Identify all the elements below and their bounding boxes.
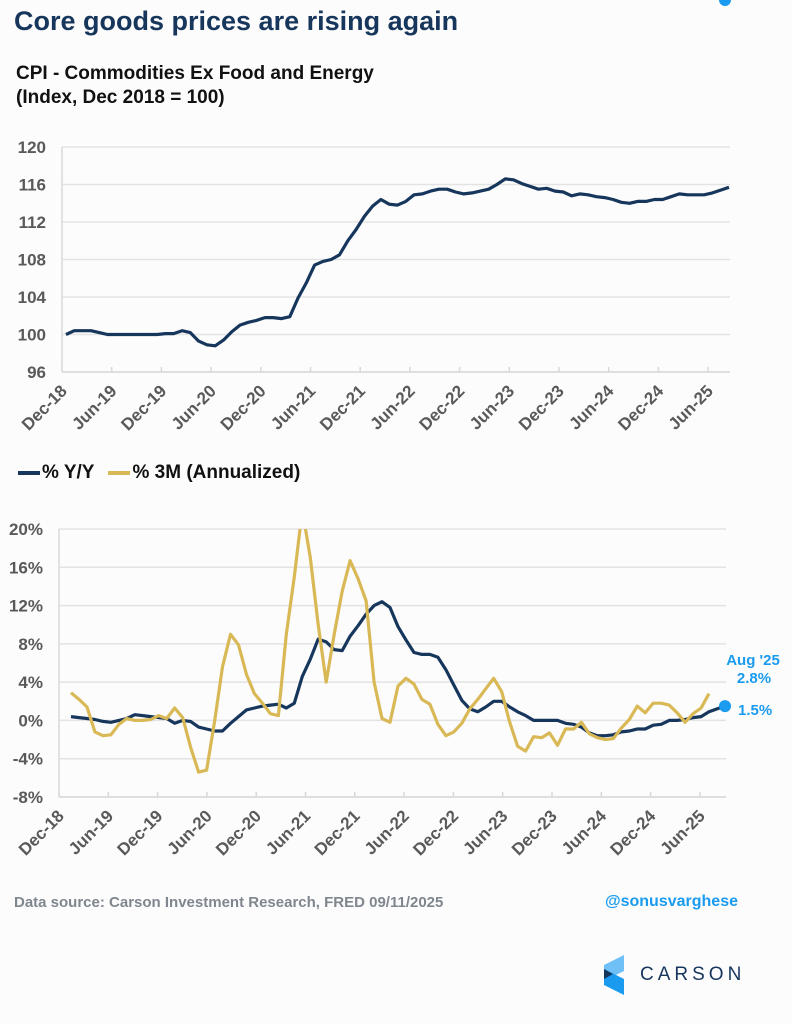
x-tick-label: Dec-22 [416, 381, 469, 434]
x-tick-label: Dec-24 [614, 381, 667, 434]
y-tick-label: 12% [9, 597, 43, 616]
x-tick-label: Jun-23 [459, 806, 511, 858]
y-tick-label: 108 [18, 251, 46, 270]
x-tick-label: Dec-20 [217, 381, 270, 434]
y-tick-label: 4% [18, 673, 43, 692]
x-tick-label: Jun-22 [361, 806, 413, 858]
series-line-cpi-core-goods-index [65, 177, 730, 348]
x-tick-label: Dec-19 [117, 381, 170, 434]
annotation-3m-value: 2.8% [737, 670, 771, 687]
y-tick-label: 104 [18, 288, 47, 307]
carson-logo-icon [604, 955, 624, 995]
subtitle-line-1: CPI - Commodities Ex Food and Energy [16, 63, 374, 84]
legend-item-3m: % 3M (Annualized) [108, 462, 300, 484]
page-title: Core goods prices are rising again [14, 6, 459, 36]
author-handle-link[interactable]: @sonusvarghese [605, 893, 738, 910]
chart-legend: % Y/Y % 3M (Annualized) [18, 462, 300, 484]
x-tick-label: Dec-22 [409, 806, 462, 859]
x-tick-label: Jun-19 [65, 806, 117, 858]
x-tick-label: Dec-21 [311, 806, 364, 859]
y-tick-label: 8% [18, 635, 43, 654]
x-tick-label: Jun-25 [657, 806, 709, 858]
annotation-yy-value: 1.5% [738, 702, 772, 719]
grid-lines [59, 528, 726, 798]
x-tick-label: Dec-23 [515, 381, 568, 434]
carson-logo-text: CARSON [640, 964, 746, 985]
x-tick-label: Jun-21 [262, 806, 314, 858]
x-tick-label: Jun-21 [267, 381, 319, 433]
endpoint-marker-yy [719, 700, 731, 713]
legend-label-3m: % 3M (Annualized) [132, 462, 301, 483]
data-source-note: Data source: Carson Investment Research,… [14, 894, 444, 911]
x-tick-label: Dec-21 [316, 381, 369, 434]
y-tick-label: -4% [13, 750, 43, 769]
x-tick-label: Dec-18 [18, 381, 71, 434]
y-tick-label: 120 [18, 138, 46, 157]
legend-swatch-3m [108, 471, 131, 475]
index-line-chart: 96100104108112116120Dec-18Jun-19Dec-19Ju… [18, 138, 730, 434]
y-tick-label: -8% [13, 788, 43, 807]
subtitle-line-2: (Index, Dec 2018 = 100) [16, 87, 225, 108]
x-tick-label: Jun-23 [466, 381, 518, 433]
x-tick-label: Jun-19 [68, 381, 120, 433]
y-tick-label: 0% [18, 711, 43, 730]
x-tick-label: Jun-24 [565, 381, 618, 434]
series-line-y-y [70, 600, 726, 738]
y-tick-label: 20% [9, 520, 43, 539]
x-tick-label: Dec-20 [212, 806, 265, 859]
x-tick-label: Dec-23 [508, 806, 561, 859]
annotation-date: Aug '25 [726, 652, 780, 669]
x-tick-label: Jun-25 [665, 381, 717, 433]
legend-label-yy: % Y/Y [42, 462, 95, 483]
x-tick-label: Jun-20 [168, 381, 220, 433]
x-tick-label: Dec-24 [607, 806, 660, 859]
y-tick-label: 96 [27, 363, 46, 382]
legend-item-yy: % Y/Y [18, 462, 94, 484]
series-line-3m-annualized [69, 529, 711, 774]
y-tick-label: 16% [9, 558, 43, 577]
legend-swatch-yy [18, 471, 40, 475]
y-tick-label: 112 [19, 213, 46, 232]
y-tick-label: 100 [18, 326, 46, 345]
x-tick-label: Jun-22 [367, 381, 419, 433]
y-tick-label: 116 [19, 176, 46, 195]
chart-subtitle: CPI - Commodities Ex Food and Energy (In… [16, 62, 374, 110]
x-tick-label: Jun-24 [558, 806, 611, 859]
x-tick-label: Dec-18 [15, 806, 68, 859]
x-tick-label: Jun-20 [164, 806, 216, 858]
grid-lines [62, 146, 730, 373]
x-tick-label: Dec-19 [114, 806, 167, 859]
carson-logo: CARSON [604, 955, 745, 995]
